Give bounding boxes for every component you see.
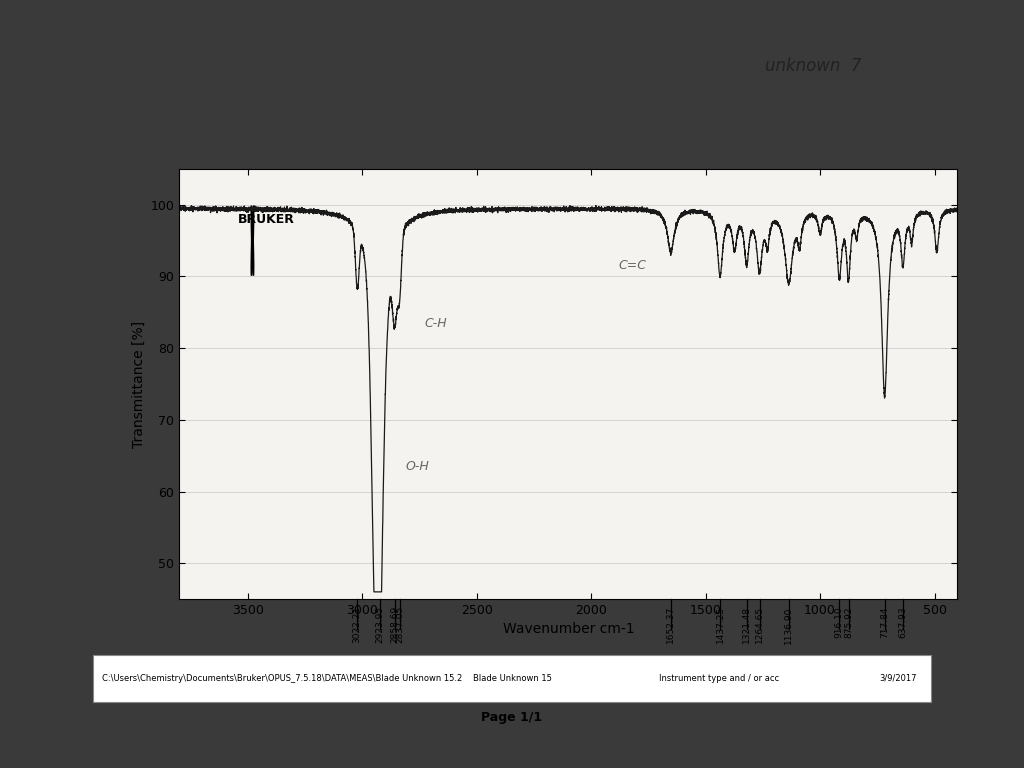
Text: Instrument type and / or acc: Instrument type and / or acc — [659, 674, 779, 683]
Text: C-H: C-H — [424, 316, 446, 329]
Text: 1437.25: 1437.25 — [716, 606, 725, 644]
Text: 3022.21: 3022.21 — [352, 606, 361, 644]
FancyBboxPatch shape — [93, 654, 931, 702]
Text: Page 1/1: Page 1/1 — [481, 711, 543, 724]
Text: 3/9/2017: 3/9/2017 — [880, 674, 918, 683]
Text: 2923.95: 2923.95 — [375, 606, 384, 644]
Text: unknown  7: unknown 7 — [765, 58, 862, 75]
Text: 717.84: 717.84 — [881, 606, 889, 637]
Text: O-H: O-H — [406, 460, 429, 473]
Text: 1321.48: 1321.48 — [742, 606, 751, 644]
Text: 2837.05: 2837.05 — [395, 606, 404, 644]
Text: Blade Unknown 15: Blade Unknown 15 — [472, 674, 552, 683]
Y-axis label: Transmittance [%]: Transmittance [%] — [132, 320, 146, 448]
X-axis label: Wavenumber cm-1: Wavenumber cm-1 — [503, 622, 634, 637]
Text: 1652.37: 1652.37 — [667, 606, 675, 644]
Text: C=C: C=C — [618, 260, 646, 273]
Text: C:\Users\Chemistry\Documents\Bruker\OPUS_7.5.18\DATA\MEAS\Blade Unknown 15.2: C:\Users\Chemistry\Documents\Bruker\OPUS… — [102, 674, 463, 683]
Text: 1136.90: 1136.90 — [784, 606, 794, 644]
Text: 916.10: 916.10 — [835, 606, 844, 638]
Text: 875.92: 875.92 — [844, 606, 853, 637]
Text: 1264.65: 1264.65 — [755, 606, 764, 644]
Text: BRUKER: BRUKER — [238, 213, 295, 226]
Text: 2858.69: 2858.69 — [390, 606, 399, 644]
Text: 637.93: 637.93 — [898, 606, 907, 638]
